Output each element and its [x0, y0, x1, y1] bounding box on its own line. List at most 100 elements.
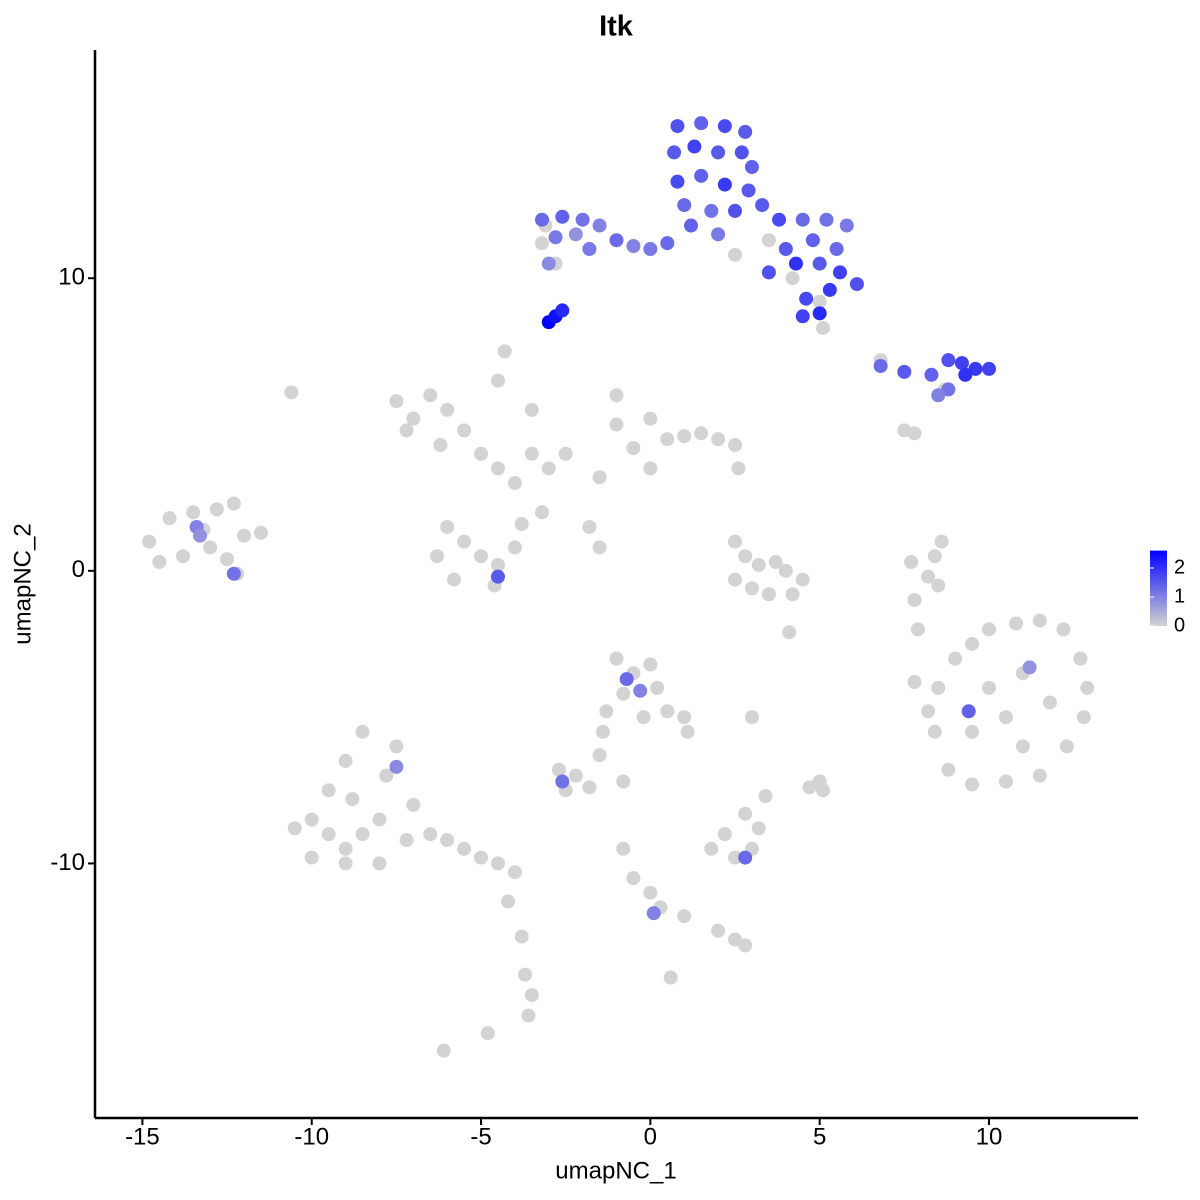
cell-point	[694, 116, 709, 131]
cell-point	[684, 218, 698, 233]
cell-point	[744, 581, 759, 596]
cell-point	[982, 622, 996, 637]
cell-point	[941, 353, 956, 368]
x-tick-label: -15	[125, 1123, 160, 1150]
cell-point	[626, 440, 641, 455]
cell-point	[389, 759, 404, 774]
cell-point	[717, 177, 732, 192]
cell-point	[758, 789, 773, 804]
cell-point	[284, 385, 299, 400]
cell-point	[954, 356, 969, 371]
cell-point	[907, 675, 922, 690]
cell-point	[497, 344, 512, 359]
cell-point	[406, 797, 421, 812]
cell-point	[514, 517, 529, 532]
cell-point	[338, 856, 353, 871]
cell-point	[873, 359, 888, 374]
cell-point	[694, 426, 709, 441]
cell-point	[192, 528, 207, 543]
cell-point	[592, 218, 607, 233]
cell-point	[1022, 660, 1037, 675]
cell-point	[738, 549, 753, 564]
cell-point	[162, 511, 177, 526]
cell-point	[799, 291, 814, 306]
cell-point	[535, 212, 549, 227]
cell-point	[406, 411, 421, 426]
colorbar-tick-label: 1	[1174, 585, 1185, 607]
cell-point	[778, 241, 793, 256]
cell-point	[582, 780, 597, 795]
cell-point	[355, 827, 370, 842]
cell-point	[965, 636, 980, 651]
cell-point	[304, 850, 319, 865]
cell-point	[568, 227, 583, 242]
cell-point	[599, 704, 614, 719]
cell-point	[812, 306, 827, 321]
cell-point	[1080, 680, 1095, 695]
cell-point	[152, 555, 167, 570]
cell-point	[389, 394, 404, 409]
cell-point	[555, 303, 570, 318]
cell-point	[680, 724, 695, 739]
cell-point	[548, 230, 563, 245]
cell-point	[592, 748, 607, 763]
cell-point	[839, 218, 854, 233]
cell-point	[474, 850, 489, 865]
cell-point	[176, 549, 191, 564]
cell-point	[741, 183, 756, 198]
cell-point	[1032, 613, 1047, 628]
cell-point	[226, 566, 241, 581]
cell-point	[833, 265, 847, 280]
cell-point	[1042, 695, 1057, 710]
cell-point	[717, 827, 732, 842]
chart-title: Itk	[599, 11, 634, 43]
colorbar-tick-label: 0	[1174, 614, 1185, 636]
cell-point	[711, 432, 726, 447]
cell-point	[728, 534, 743, 549]
cell-point	[304, 812, 319, 827]
cell-point	[142, 534, 157, 549]
cell-point	[646, 906, 661, 921]
cell-point	[711, 145, 726, 160]
cell-point	[457, 534, 472, 549]
cell-point	[389, 739, 404, 754]
y-axis-title: umapNC_2	[9, 523, 36, 644]
cell-point	[430, 549, 445, 564]
cell-point	[711, 227, 726, 242]
cell-point	[372, 812, 387, 827]
cell-point	[711, 923, 726, 938]
cell-point	[616, 686, 631, 701]
y-tick-label: 0	[72, 556, 85, 583]
cell-point	[728, 203, 743, 218]
colorbar-tick-label: 2	[1174, 556, 1185, 578]
cell-point	[961, 704, 976, 719]
cell-point	[535, 236, 549, 251]
cell-point	[643, 885, 658, 900]
cell-point	[555, 774, 570, 789]
cell-point	[535, 505, 549, 520]
cell-point	[751, 821, 766, 836]
cell-point	[321, 783, 336, 798]
cell-point	[490, 856, 505, 871]
cell-point	[643, 241, 658, 256]
cell-point	[480, 1026, 495, 1041]
cell-point	[551, 762, 566, 777]
cell-point	[440, 402, 455, 417]
cell-point	[501, 894, 516, 909]
cell-point	[968, 361, 983, 376]
cell-point	[785, 587, 800, 602]
cell-point	[931, 578, 946, 593]
cell-point	[626, 239, 641, 254]
cell-point	[372, 856, 387, 871]
cell-point	[514, 929, 529, 944]
cell-point	[782, 625, 797, 640]
cell-point	[660, 704, 675, 719]
cell-point	[507, 540, 522, 555]
x-tick-label: 10	[976, 1123, 1003, 1150]
cell-point	[446, 572, 461, 587]
cell-point	[524, 988, 539, 1003]
cell-point	[738, 806, 753, 821]
cell-point	[982, 361, 996, 376]
cell-point	[998, 710, 1013, 725]
cell-point	[345, 792, 360, 807]
